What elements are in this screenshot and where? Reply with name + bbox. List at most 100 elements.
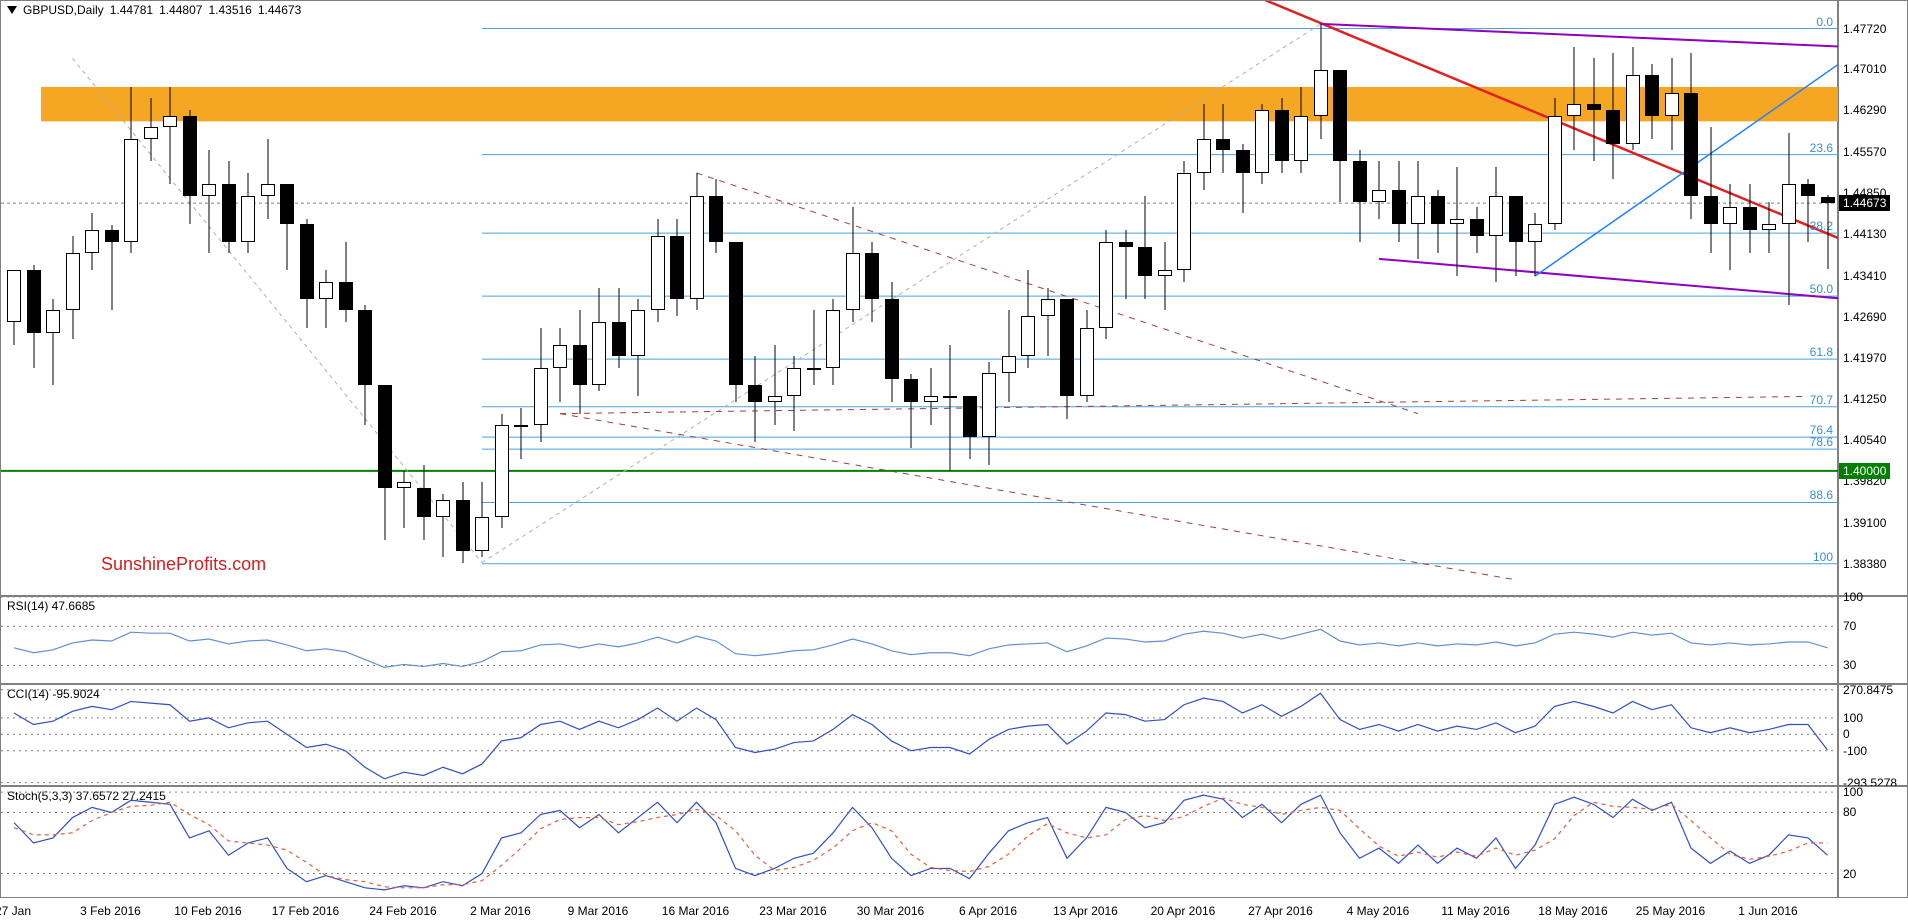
indicator-tick: 100: [1843, 711, 1905, 725]
candle: [1372, 161, 1386, 218]
dropdown-icon[interactable]: [7, 6, 17, 14]
indicator-panel: Stoch(5,3,3) 37.6572 27.2415: [0, 786, 1838, 898]
candle: [1509, 196, 1523, 276]
candle: [46, 299, 60, 385]
candle: [339, 242, 353, 322]
candle: [1216, 104, 1230, 173]
indicator-tick: 100: [1843, 590, 1905, 604]
candle: [1158, 242, 1172, 311]
indicator-y-axis: 270.84751000-100-293.5278: [1838, 684, 1908, 786]
candle: [319, 270, 333, 327]
y-tick: 1.47010: [1843, 62, 1905, 76]
x-tick: 23 Mar 2016: [759, 904, 826, 918]
indicator-tick: -100: [1843, 744, 1905, 758]
candle: [475, 482, 489, 557]
candle: [1294, 87, 1308, 173]
candle: [1821, 195, 1835, 269]
ohlc-l: 1.43516: [208, 3, 251, 17]
x-tick: 10 Feb 2016: [174, 904, 241, 918]
fib-label: 0.0: [1816, 15, 1833, 29]
candle: [1723, 184, 1737, 270]
x-tick: 16 Mar 2016: [662, 904, 729, 918]
symbol-label: GBPUSD,Daily: [23, 3, 104, 17]
candle: [1567, 47, 1581, 150]
candle: [1470, 207, 1484, 253]
indicator-tick: 80: [1843, 805, 1905, 819]
candle: [397, 471, 411, 528]
indicator-tick: 70: [1843, 619, 1905, 633]
candle: [456, 482, 470, 562]
candle: [1080, 310, 1094, 402]
x-tick: 4 May 2016: [1347, 904, 1410, 918]
candle: [66, 236, 80, 339]
y-tick: 1.41970: [1843, 351, 1905, 365]
candle: [846, 207, 860, 322]
y-tick: 1.45570: [1843, 145, 1905, 159]
x-tick: 20 Apr 2016: [1151, 904, 1216, 918]
candle: [1782, 133, 1796, 305]
candle: [202, 150, 216, 253]
fib-label: 88.6: [1810, 488, 1833, 502]
candle: [729, 242, 743, 402]
candle: [1236, 144, 1250, 213]
indicator-tick: 20: [1843, 867, 1905, 881]
candle: [222, 161, 236, 253]
candle: [534, 328, 548, 443]
fib-label: 23.6: [1810, 141, 1833, 155]
candle: [982, 362, 996, 465]
ohlc-o: 1.44781: [110, 3, 153, 17]
candle: [865, 242, 879, 322]
candle: [1314, 24, 1328, 139]
y-tick: 1.42690: [1843, 310, 1905, 324]
candle: [241, 173, 255, 253]
price-chart-panel: GBPUSD,Daily 1.44781 1.44807 1.43516 1.4…: [0, 0, 1838, 596]
candle: [514, 408, 528, 460]
candle: [1489, 167, 1503, 282]
candle: [904, 374, 918, 449]
candle: [768, 345, 782, 425]
candle: [1041, 288, 1055, 357]
candle: [163, 87, 177, 184]
candle: [787, 356, 801, 431]
candle: [1392, 161, 1406, 241]
candle: [1528, 213, 1542, 276]
candle: [690, 173, 704, 311]
candle: [1626, 47, 1640, 150]
candle: [124, 87, 138, 253]
indicator-title: RSI(14) 47.6685: [7, 599, 95, 613]
candle: [261, 139, 275, 219]
candle: [1002, 310, 1016, 402]
candle: [1431, 190, 1445, 253]
candle: [885, 282, 899, 402]
candle: [144, 98, 158, 161]
price-y-axis: 1.477201.470101.462901.455701.448501.441…: [1838, 0, 1908, 596]
fib-label: 78.6: [1810, 435, 1833, 449]
candle: [1450, 167, 1464, 276]
x-tick: 6 Apr 2016: [959, 904, 1017, 918]
candle: [300, 219, 314, 328]
current-price-tag: 1.44673: [1839, 195, 1890, 211]
x-tick: 2 Mar 2016: [470, 904, 531, 918]
x-tick: 3 Feb 2016: [80, 904, 141, 918]
candle: [651, 219, 665, 322]
candle: [85, 213, 99, 270]
candle: [1275, 98, 1289, 173]
candle: [436, 494, 450, 557]
indicator-title: Stoch(5,3,3) 37.6572 27.2415: [7, 789, 166, 803]
candle: [709, 179, 723, 254]
x-tick: 13 Apr 2016: [1053, 904, 1118, 918]
x-tick: 24 Feb 2016: [369, 904, 436, 918]
candle: [280, 184, 294, 270]
candle: [1762, 202, 1776, 254]
y-tick: 1.44130: [1843, 227, 1905, 241]
x-tick: 18 May 2016: [1538, 904, 1607, 918]
x-tick: 30 Mar 2016: [857, 904, 924, 918]
candle: [1684, 53, 1698, 219]
candle: [1587, 58, 1601, 161]
fib-label: 61.8: [1810, 345, 1833, 359]
candle: [612, 288, 626, 368]
indicator-panel: RSI(14) 47.6685: [0, 596, 1838, 684]
candle: [826, 299, 840, 385]
y-tick: 1.47720: [1843, 22, 1905, 36]
watermark: SunshineProfits.com: [101, 554, 266, 575]
